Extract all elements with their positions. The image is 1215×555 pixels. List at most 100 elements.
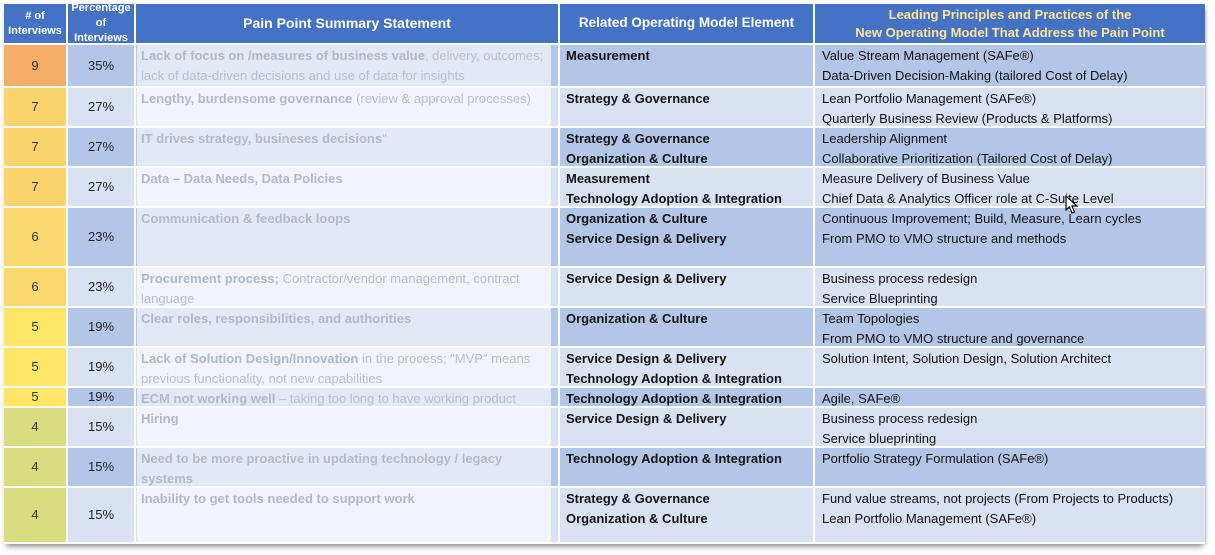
pain-point-line: ECM not working well – taking too long t… xyxy=(141,391,516,406)
pain-point-line: Data – Data Needs, Data Policies xyxy=(141,171,343,186)
pain-point-line: lack of data-driven decisions and use of… xyxy=(141,68,465,83)
header-pain-point-label: Pain Point Summary Statement xyxy=(243,15,451,32)
operating-model-cell[interactable]: Service Design & Delivery xyxy=(560,268,815,308)
interviews-count-cell[interactable]: 6 xyxy=(4,268,68,308)
operating-model-line: Strategy & Governance xyxy=(566,491,710,506)
interviews-count-cell[interactable]: 4 xyxy=(4,448,68,488)
principles-cell[interactable]: Value Stream Management (SAFe®) Data-Driv… xyxy=(815,45,1205,88)
percentage-cell[interactable]: 19% xyxy=(68,388,136,408)
principles-cell[interactable]: Solution Intent, Solution Design, Soluti… xyxy=(815,348,1205,388)
pain-point-cell[interactable]: ECM not working well – taking too long t… xyxy=(136,388,560,408)
operating-model-line: Organization & Culture xyxy=(566,311,708,326)
pain-point-cell[interactable]: Hiring xyxy=(136,408,560,448)
header-interviews-count-line1: # of xyxy=(25,9,45,22)
principles-cell[interactable]: Fund value streams, not projects (From P… xyxy=(815,488,1205,544)
table-row: 5 19% Clear roles, responsibilities, and a… xyxy=(4,308,1205,348)
operating-model-line: Service Design & Delivery xyxy=(566,411,727,426)
operating-model-cell[interactable]: Organization & Culture Service Design & D… xyxy=(560,208,815,268)
principle-line: Measure Delivery of Business Value xyxy=(822,171,1030,186)
header-principles[interactable]: Leading Principles and Practices of the … xyxy=(815,4,1205,45)
pain-point-line: Inability to get tools needed to support… xyxy=(141,491,415,506)
operating-model-cell[interactable]: Measurement Technology Adoption & Integra… xyxy=(560,168,815,208)
percentage-cell[interactable]: 15% xyxy=(68,408,136,448)
interviews-count-cell[interactable]: 4 xyxy=(4,488,68,544)
interviews-count-cell[interactable]: 6 xyxy=(4,208,68,268)
operating-model-cell[interactable]: Organization & Culture xyxy=(560,308,815,348)
principles-cell[interactable]: Business process redesign Service bluepri… xyxy=(815,408,1205,448)
header-interviews-count[interactable]: # of Interviews xyxy=(4,4,68,45)
interviews-count-cell[interactable]: 5 xyxy=(4,348,68,388)
table-row: 5 19% Lack of Solution Design/Innovation i… xyxy=(4,348,1205,388)
operating-model-line: Technology Adoption & Integration xyxy=(566,371,782,386)
principles-cell[interactable]: Measure Delivery of Business Value Chief … xyxy=(815,168,1205,208)
header-percentage[interactable]: Percentage of Interviews xyxy=(68,4,136,45)
percentage-cell[interactable]: 19% xyxy=(68,348,136,388)
operating-model-cell[interactable]: Service Design & Delivery xyxy=(560,408,815,448)
interviews-count-cell[interactable]: 5 xyxy=(4,308,68,348)
operating-model-line: Measurement xyxy=(566,48,650,63)
operating-model-cell[interactable]: Strategy & Governance xyxy=(560,88,815,128)
principle-line: From PMO to VMO structure and methods xyxy=(822,231,1067,246)
pain-point-cell[interactable]: Inability to get tools needed to support… xyxy=(136,488,560,544)
principles-cell[interactable]: Agile, SAFe® xyxy=(815,388,1205,408)
percentage-cell[interactable]: 15% xyxy=(68,488,136,544)
percentage-cell[interactable]: 23% xyxy=(68,268,136,308)
pain-point-cell[interactable]: Lengthy, burdensome governance (review &… xyxy=(136,88,560,128)
interviews-count-cell[interactable]: 7 xyxy=(4,128,68,168)
principle-line: Service Blueprinting xyxy=(822,291,938,306)
interviews-count-cell[interactable]: 7 xyxy=(4,168,68,208)
operating-model-line: Strategy & Governance xyxy=(566,91,710,106)
pain-point-cell[interactable]: Lack of focus on /measures of business v… xyxy=(136,45,560,88)
pain-point-cell[interactable]: Procurement process; Contractor/vendor m… xyxy=(136,268,560,308)
interviews-count-cell[interactable]: 4 xyxy=(4,408,68,448)
percentage-cell[interactable]: 15% xyxy=(68,448,136,488)
operating-model-cell[interactable]: Strategy & Governance Organization & Cult… xyxy=(560,128,815,168)
interviews-count-cell[interactable]: 5 xyxy=(4,388,68,408)
header-percentage-line2: of Interviews xyxy=(74,17,128,44)
header-pain-point[interactable]: Pain Point Summary Statement xyxy=(136,4,560,45)
percentage-cell[interactable]: 23% xyxy=(68,208,136,268)
principles-cell[interactable]: Business process redesign Service Bluepri… xyxy=(815,268,1205,308)
pain-point-table: # of Interviews Percentage of Interviews… xyxy=(4,4,1205,544)
principle-line: Solution Intent, Solution Design, Soluti… xyxy=(822,351,1112,366)
pain-point-cell[interactable]: IT drives strategy, busineses decisions" xyxy=(136,128,560,168)
principle-line: Business process redesign xyxy=(822,411,978,426)
pain-point-line: Procurement process; Contractor/vendor m… xyxy=(141,271,520,286)
percentage-cell[interactable]: 19% xyxy=(68,308,136,348)
operating-model-cell[interactable]: Technology Adoption & Integration xyxy=(560,388,815,408)
percentage-cell[interactable]: 27% xyxy=(68,168,136,208)
pain-point-cell[interactable]: Data – Data Needs, Data Policies xyxy=(136,168,560,208)
pain-point-cell[interactable]: Lack of Solution Design/Innovation in th… xyxy=(136,348,560,388)
percentage-cell[interactable]: 35% xyxy=(68,45,136,88)
operating-model-line: Technology Adoption & Integration xyxy=(566,191,782,206)
principles-cell[interactable]: Portfolio Strategy Formulation (SAFe®) xyxy=(815,448,1205,488)
principle-line: Lean Portfolio Management (SAFe®) xyxy=(822,511,1037,526)
pain-point-cell[interactable]: Need to be more proactive in updating te… xyxy=(136,448,560,488)
principle-line: Team Topologies xyxy=(822,311,920,326)
principles-cell[interactable]: Continuous Improvement; Build, Measure, … xyxy=(815,208,1205,268)
operating-model-cell[interactable]: Technology Adoption & Integration xyxy=(560,448,815,488)
principle-line: Service blueprinting xyxy=(822,431,937,446)
pain-point-cell[interactable]: Communication & feedback loops xyxy=(136,208,560,268)
principle-line: Continuous Improvement; Build, Measure, … xyxy=(822,211,1142,226)
header-principles-line2: New Operating Model That Address the Pai… xyxy=(855,24,1165,40)
pain-point-cell[interactable]: Clear roles, responsibilities, and autho… xyxy=(136,308,560,348)
percentage-cell[interactable]: 27% xyxy=(68,88,136,128)
operating-model-cell[interactable]: Strategy & Governance Organization & Cult… xyxy=(560,488,815,544)
operating-model-line: Organization & Culture xyxy=(566,151,708,166)
principles-cell[interactable]: Leadership Alignment Collaborative Priori… xyxy=(815,128,1205,168)
principles-cell[interactable]: Lean Portfolio Management (SAFe®) Quarter… xyxy=(815,88,1205,128)
principle-line: Collaborative Prioritization (Tailored C… xyxy=(822,151,1113,166)
interviews-count-cell[interactable]: 9 xyxy=(4,45,68,88)
pain-point-line: Clear roles, responsibilities, and autho… xyxy=(141,311,412,326)
principles-cell[interactable]: Team Topologies From PMO to VMO structure… xyxy=(815,308,1205,348)
operating-model-cell[interactable]: Service Design & Delivery Technology Adop… xyxy=(560,348,815,388)
percentage-cell[interactable]: 27% xyxy=(68,128,136,168)
header-operating-model[interactable]: Related Operating Model Element xyxy=(560,4,815,45)
table-row: 4 15% Inability to get tools needed to sup… xyxy=(4,488,1205,544)
operating-model-cell[interactable]: Measurement xyxy=(560,45,815,88)
table-row: 5 19% ECM not working well – taking too lo… xyxy=(4,388,1205,408)
operating-model-line: Service Design & Delivery xyxy=(566,231,727,246)
header-principles-line1: Leading Principles and Practices of the xyxy=(888,6,1132,22)
interviews-count-cell[interactable]: 7 xyxy=(4,88,68,128)
